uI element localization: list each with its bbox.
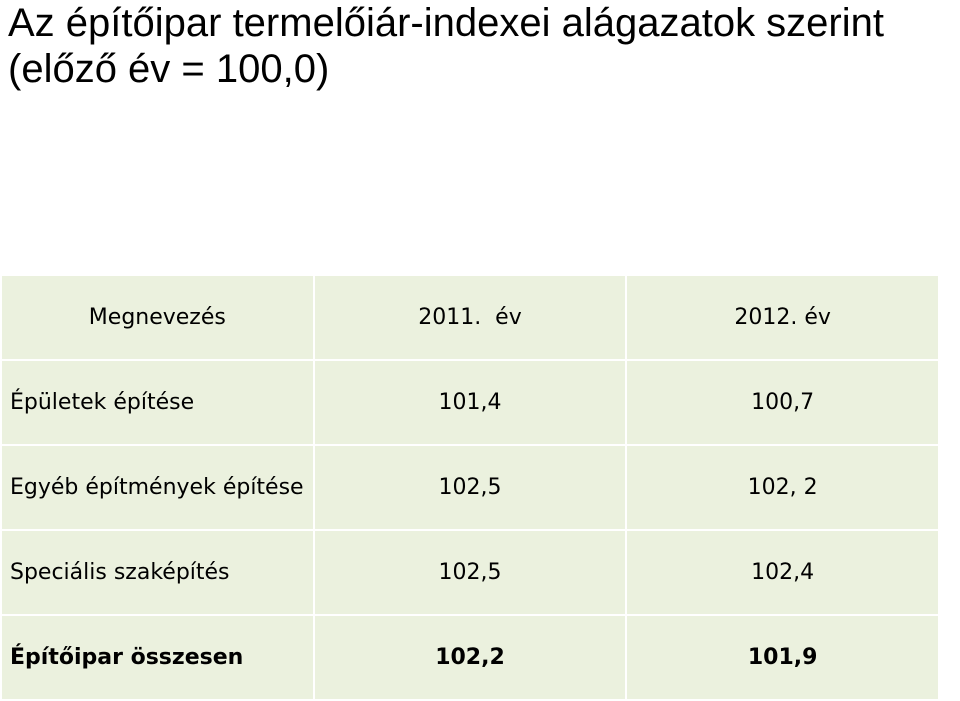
table-cell: Speciális szaképítés <box>0 529 315 616</box>
table-cell: Építőipar összesen <box>0 614 315 701</box>
table: Megnevezés 2011. év 2012. év Épületek ép… <box>0 274 940 701</box>
table-cell: Egyéb építmények építése <box>0 444 315 531</box>
table-cell: 102,4 <box>625 529 940 616</box>
table-cell: 102,5 <box>312 529 628 616</box>
header-row: Megnevezés 2011. év 2012. év <box>0 274 940 361</box>
table-cell: 102,5 <box>312 444 628 531</box>
table-cell: 102,2 <box>312 614 628 701</box>
column-header: 2012. év <box>625 274 940 361</box>
column-header: 2011. év <box>312 274 628 361</box>
table-body: Épületek építése 101,4 100,7 Egyéb építmény… <box>0 359 940 701</box>
title: Az építőipar termelőiár-indexei alágazat… <box>8 1 884 91</box>
table-cell: 101,4 <box>312 359 628 446</box>
table-cell: 100,7 <box>625 359 940 446</box>
table-cell: Épületek építése <box>0 359 315 446</box>
table-row: Egyéb építmények építése 102,5 102, 2 <box>0 444 940 531</box>
table-row: Építőipar összesen 102,2 101,9 <box>0 614 940 701</box>
table-cell: 102, 2 <box>625 444 940 531</box>
column-header: Megnevezés <box>0 274 315 361</box>
table-row: Speciális szaképítés 102,5 102,4 <box>0 529 940 616</box>
table-row: Épületek építése 101,4 100,7 <box>0 359 940 446</box>
table-cell: 101,9 <box>625 614 940 701</box>
